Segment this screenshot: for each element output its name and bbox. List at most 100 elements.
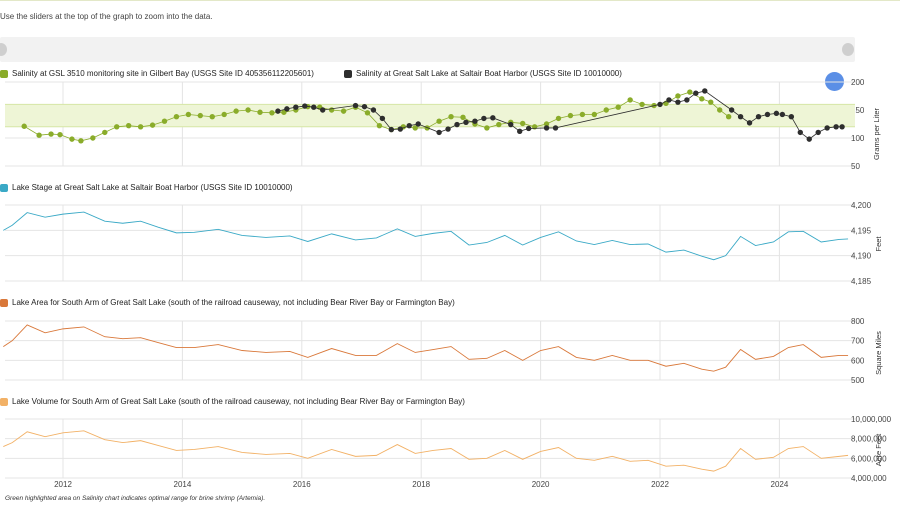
data-point (36, 132, 42, 138)
y-tick-label: 8,000,000 (851, 435, 887, 444)
data-point (90, 135, 96, 141)
legend-item-lake-volume[interactable]: Lake Volume for South Arm of Great Salt … (0, 397, 465, 406)
data-point (773, 110, 780, 117)
data-point (412, 125, 418, 131)
data-point (543, 125, 550, 131)
data-point (788, 114, 795, 120)
x-tick-label: 2018 (412, 480, 430, 489)
data-point (370, 107, 377, 113)
y-tick-label: 4,200 (851, 201, 872, 210)
data-point (149, 122, 156, 128)
data-point (185, 111, 192, 118)
y-tick-label: 800 (851, 317, 865, 326)
data-point (824, 125, 830, 131)
data-point (69, 136, 75, 142)
data-point (555, 115, 562, 122)
data-point (311, 104, 317, 110)
x-tick-label: 2016 (293, 480, 311, 489)
legend-swatch (0, 69, 8, 78)
data-point (508, 121, 514, 128)
footnote: Green highlighted area on Salinity chart… (5, 495, 266, 502)
data-point (233, 108, 239, 114)
data-point (436, 129, 442, 136)
y-tick-label: 100 (851, 134, 865, 143)
optimal-range-band (5, 104, 855, 127)
zoom-range-slider-track[interactable] (0, 37, 855, 62)
zoom-slider-left-handle[interactable] (0, 43, 7, 56)
data-point (490, 115, 496, 121)
data-point (472, 118, 478, 124)
data-point (364, 110, 371, 116)
y-axis-title: Square Miles (874, 331, 883, 375)
data-point (463, 119, 469, 126)
x-tick-label: 2022 (651, 480, 669, 489)
data-point (102, 129, 108, 136)
data-point (284, 106, 290, 112)
data-point (481, 115, 487, 122)
zoom-instruction: Use the sliders at the top of the graph … (0, 12, 213, 21)
data-point (657, 101, 663, 108)
y-tick-label: 4,195 (851, 226, 872, 235)
legend-item-lake-area[interactable]: Lake Area for South Arm of Great Salt La… (0, 298, 455, 307)
legend-item-salinity-saltair[interactable]: Salinity at Great Salt Lake at Saltair B… (344, 69, 622, 78)
legend-swatch (0, 298, 8, 307)
y-tick-label: 4,190 (851, 252, 872, 261)
data-point (21, 123, 27, 129)
data-point (209, 114, 215, 120)
data-point (728, 107, 735, 113)
data-point (352, 102, 359, 109)
y-tick-label: 50 (851, 162, 860, 171)
data-point (484, 125, 490, 131)
legend-item-salinity-gilbert[interactable]: Salinity at GSL 3510 monitoring site in … (0, 69, 314, 78)
data-point (699, 96, 705, 102)
series-line (3, 211, 849, 261)
data-point (764, 111, 771, 118)
data-point (687, 89, 693, 95)
data-point (448, 114, 454, 120)
x-tick-label: 2020 (532, 480, 550, 489)
data-point (460, 114, 466, 120)
legend-item-lake-stage[interactable]: Lake Stage at Great Salt Lake at Saltair… (0, 183, 293, 192)
data-point (388, 126, 395, 133)
data-point (717, 107, 723, 113)
data-point (197, 112, 204, 119)
data-point (293, 104, 299, 110)
y-axis-title: Feet (874, 236, 883, 252)
data-point (725, 114, 732, 120)
data-point (161, 118, 168, 124)
data-point (806, 136, 812, 142)
data-point (708, 99, 714, 105)
data-point (666, 97, 672, 103)
data-point (579, 111, 586, 118)
y-tick-label: 4,000,000 (851, 474, 887, 483)
series-connector-line (277, 90, 843, 140)
data-point (361, 103, 368, 110)
data-point (684, 97, 690, 103)
data-point (78, 138, 84, 144)
data-point (445, 126, 451, 132)
legend-label: Lake Stage at Great Salt Lake at Saltair… (12, 183, 293, 192)
legend-swatch (0, 397, 8, 406)
y-tick-label: 6,000,000 (851, 454, 887, 463)
data-point (57, 131, 63, 138)
data-point (454, 121, 460, 128)
data-point (340, 108, 347, 114)
x-tick-label: 2012 (54, 480, 72, 489)
data-point (48, 131, 54, 137)
y-tick-label: 150 (851, 106, 865, 115)
zoom-slider-right-handle[interactable] (842, 43, 854, 56)
legend-label: Lake Volume for South Arm of Great Salt … (12, 397, 465, 406)
data-point (137, 124, 144, 130)
data-point (543, 121, 550, 127)
data-point (519, 120, 526, 127)
data-point (406, 122, 412, 129)
data-point (379, 115, 386, 122)
data-point (275, 108, 281, 114)
data-point (746, 120, 753, 126)
data-point (591, 111, 598, 118)
data-point (639, 101, 645, 108)
data-point (839, 124, 845, 130)
data-point (525, 125, 532, 132)
data-point (173, 114, 180, 120)
